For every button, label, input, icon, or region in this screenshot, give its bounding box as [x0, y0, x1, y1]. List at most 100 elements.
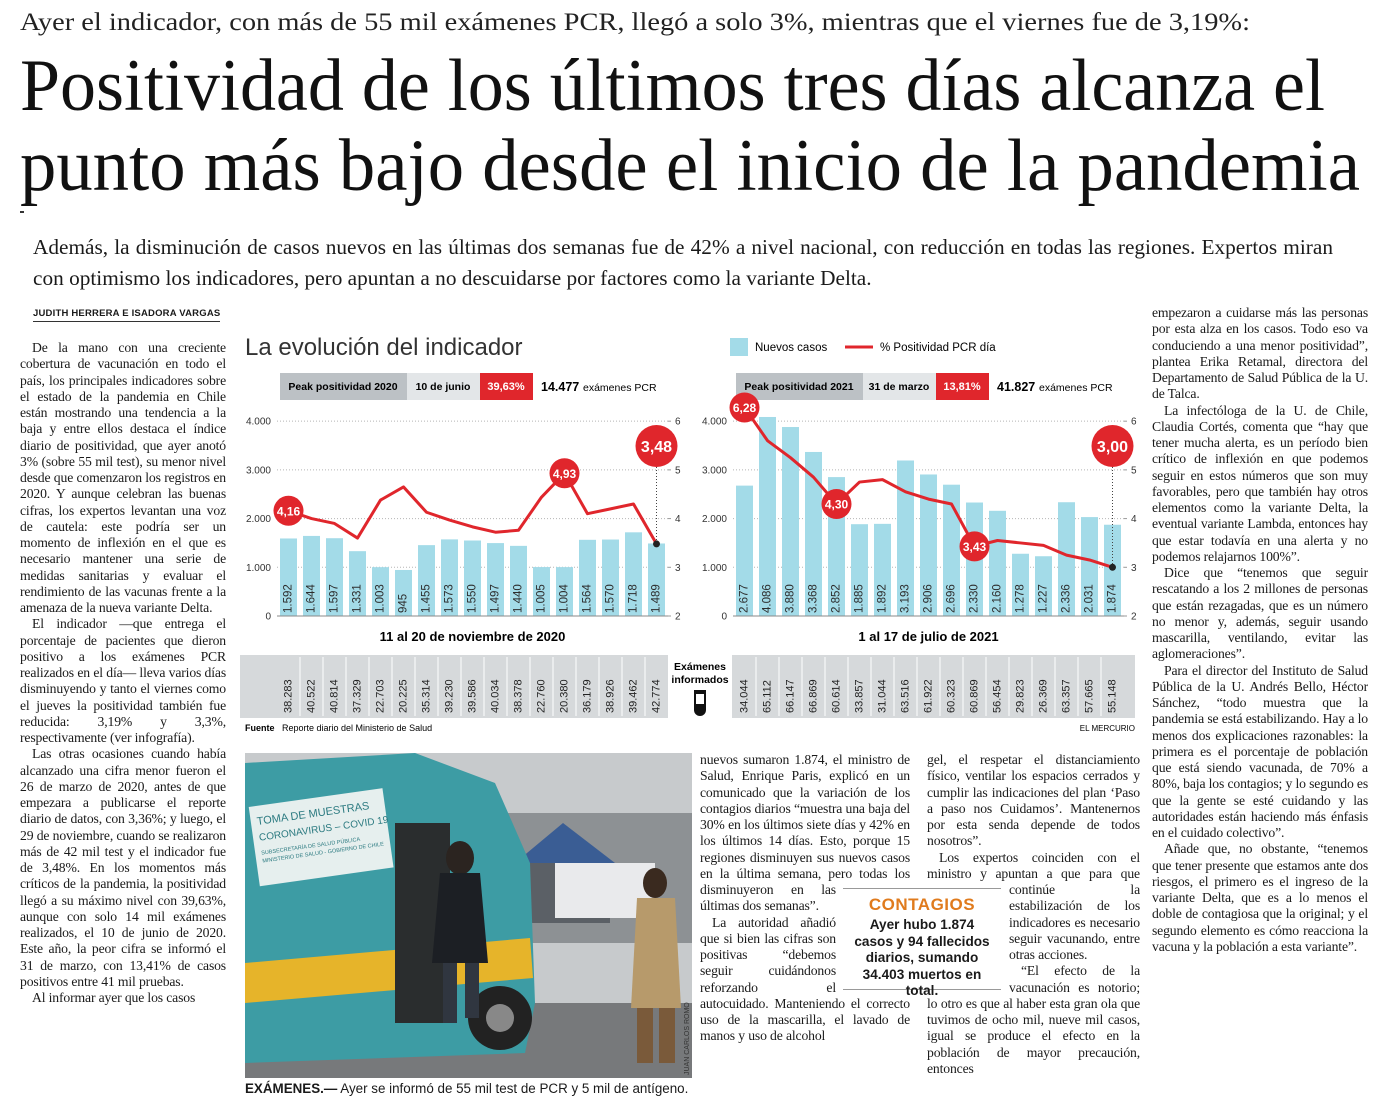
- infographic: La evolución del indicador Exámenes info…: [240, 334, 1137, 733]
- paragraph: empezaron a cuidarse más las personas po…: [1152, 305, 1368, 402]
- bar: [1081, 517, 1098, 616]
- exams-value: 36.179: [581, 679, 593, 713]
- exams-value: 39.586: [466, 679, 478, 713]
- bar-label: 2.336: [1061, 584, 1073, 613]
- title-line: punto más bajo desde el inicio de la pan…: [20, 125, 1360, 207]
- bar-label: 1.570: [605, 584, 617, 613]
- bar-label: 2.696: [946, 584, 958, 613]
- bar-label: 1.227: [1038, 584, 1050, 613]
- bar: [533, 567, 550, 616]
- exams-value: 35.314: [420, 679, 432, 713]
- caption-text: Ayer se informó de 55 mil test de PCR y …: [340, 1081, 689, 1096]
- bar-label: 3.368: [808, 584, 820, 613]
- article-column: gel, el respetar el distanciamiento físi…: [927, 752, 1140, 1100]
- bar-label: 1.331: [352, 584, 364, 613]
- byline: JUDITH HERRERA E ISADORA VARGAS: [33, 308, 221, 322]
- deck: Además, la disminución de casos nuevos e…: [33, 235, 1333, 290]
- exams-value: 26.369: [1037, 679, 1049, 713]
- bar: [648, 543, 665, 616]
- peak-date: 10 de junio: [416, 381, 471, 393]
- line-label: 3,43: [963, 540, 987, 554]
- exams-value: 39.462: [627, 679, 639, 713]
- bar: [441, 539, 458, 616]
- exams-value: 38.378: [512, 679, 524, 713]
- exams-value: 61.922: [922, 679, 934, 713]
- exams-value: 40.522: [305, 679, 317, 713]
- caption-lead: EXÁMENES.—: [245, 1081, 338, 1096]
- line-label: 4,30: [825, 497, 849, 511]
- line: [743, 406, 1113, 569]
- bar: [464, 540, 481, 616]
- bar-label: 1.489: [651, 584, 663, 613]
- bar-label: 2.031: [1084, 584, 1096, 613]
- exams-value: 55.148: [1106, 679, 1118, 713]
- y-tick-label: 0: [721, 612, 727, 623]
- exams-value: 37.329: [351, 679, 363, 713]
- exams-value: 60.614: [830, 679, 842, 713]
- paragraph: La autoridad añadió que si bien las cifr…: [700, 914, 910, 1044]
- y-tick-label: 4.000: [702, 417, 727, 428]
- line-label: 4,16: [277, 504, 301, 518]
- line-label: 3,48: [641, 439, 672, 456]
- bar-label: 1.573: [444, 584, 456, 613]
- exams-value: 29.823: [1014, 679, 1026, 713]
- bar: [851, 524, 868, 616]
- peak-value: 13,81%: [943, 381, 981, 393]
- exams-value: 40.034: [489, 679, 501, 713]
- peak-box: [863, 373, 936, 400]
- bar: [280, 538, 297, 616]
- bar-label: 1.874: [1107, 584, 1119, 613]
- exams-value: 20.380: [558, 679, 570, 713]
- bar: [602, 539, 619, 616]
- label-badge: [821, 488, 852, 519]
- bar: [989, 510, 1006, 616]
- line-label: 6,28: [733, 401, 757, 415]
- kicker: Ayer el indicador, con más de 55 mil exá…: [20, 9, 1250, 36]
- exams-value: 20.225: [397, 679, 409, 713]
- label-badge: [1091, 425, 1134, 467]
- exams-value: 22.703: [374, 679, 386, 713]
- infographic-title: La evolución del indicador: [245, 334, 523, 361]
- bar: [943, 484, 960, 616]
- bar-label: 1.005: [536, 584, 548, 613]
- peak-tests: 41.827: [997, 380, 1035, 394]
- bar: [736, 485, 753, 616]
- bar-label: 2.160: [992, 584, 1004, 613]
- bar: [920, 474, 937, 616]
- exams-value: 65.112: [761, 680, 773, 713]
- y-tick-label: 0: [265, 612, 271, 623]
- exams-value: 60.323: [945, 679, 957, 713]
- exams-label: Exámenes: [674, 661, 726, 673]
- paragraph: El indicador —que entrega el porcentaje …: [20, 616, 226, 745]
- legend-label: % Positividad PCR día: [880, 342, 996, 354]
- bar: [1035, 556, 1052, 616]
- y2-tick-label: 5: [1131, 465, 1137, 476]
- bar-label: 1.550: [467, 584, 479, 613]
- exams-value: 33.857: [853, 679, 865, 713]
- line: [288, 471, 658, 545]
- bar-label: 1.278: [1015, 584, 1027, 613]
- bar-label: 1.003: [375, 584, 387, 613]
- y-tick-label: 2.000: [702, 514, 727, 525]
- article-column: De la mano con una creciente cobertura d…: [20, 340, 226, 1100]
- bar-label: 3.193: [900, 584, 912, 613]
- y2-tick-label: 3: [1131, 563, 1137, 574]
- y2-tick-label: 6: [675, 417, 681, 428]
- paragraph: De la mano con una creciente cobertura d…: [20, 340, 226, 615]
- paragraph: nuevos sumaron 1.874, el ministro de Sal…: [700, 752, 910, 914]
- label-badge: [635, 425, 678, 467]
- article-column: nuevos sumaron 1.874, el ministro de Sal…: [700, 752, 910, 1100]
- bar-label: 2.852: [831, 584, 843, 613]
- label-badge: [959, 531, 990, 562]
- exams-value: 38.283: [282, 679, 294, 713]
- box-text: Ayer hubo 1.874 casos y 94 fallecidos di…: [854, 917, 990, 998]
- credit: EL MERCURIO: [1080, 724, 1135, 733]
- peak-box: [280, 373, 407, 400]
- title-line: Positividad de los últimos tres días alc…: [20, 45, 1325, 127]
- peak-label: Peak positividad 2020: [288, 381, 397, 393]
- point-dot: [1109, 563, 1116, 571]
- paragraph: gel, el respetar el distanciamiento físi…: [927, 752, 1140, 849]
- y2-tick-label: 6: [1131, 417, 1137, 428]
- peak-label: Peak positividad 2021: [744, 381, 853, 393]
- bar: [372, 567, 389, 616]
